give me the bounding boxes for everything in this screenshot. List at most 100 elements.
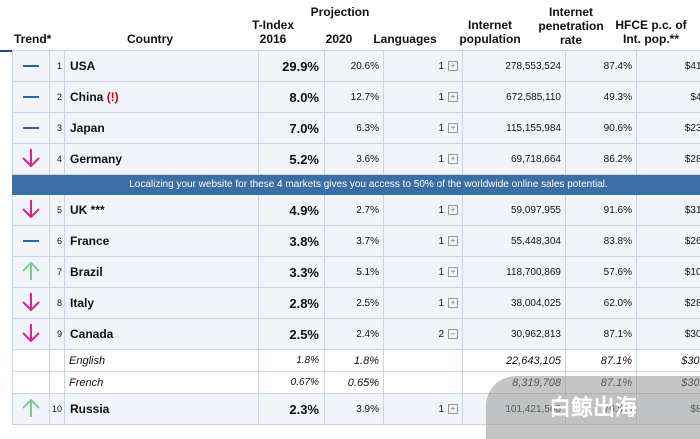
languages-count: 1 <box>438 122 444 134</box>
tindex-cell: 2.3% <box>258 393 325 425</box>
languages-count: 1 <box>438 153 444 165</box>
trend-cell <box>12 371 50 394</box>
tindex-cell: 8.0% <box>258 81 325 113</box>
plus-icon[interactable]: + <box>448 235 458 246</box>
projection-cell: 5.1% <box>324 256 384 288</box>
market-table: 1USA29.9%20.6%1+278,553,52487.4%$41,2172… <box>12 50 700 425</box>
country-cell: Germany <box>64 143 259 175</box>
plus-icon[interactable]: + <box>448 91 458 102</box>
projection-cell: 2.4% <box>324 318 384 350</box>
penetration-cell: 62.0% <box>565 287 637 319</box>
up-arrow-icon <box>21 261 41 284</box>
population-cell: 115,155,984 <box>462 112 566 144</box>
penetration-cell: 91.6% <box>565 194 637 226</box>
plus-icon[interactable]: + <box>448 60 458 71</box>
country-cell: Russia <box>64 393 259 425</box>
header-projection: Projection <box>310 5 370 19</box>
country-name: France <box>70 234 110 248</box>
projection-cell: 0.65% <box>324 371 384 394</box>
population-cell: 278,553,524 <box>462 50 566 82</box>
population-cell: 55,448,304 <box>462 225 566 257</box>
tindex-cell: 2.8% <box>258 287 325 319</box>
rank-cell: 7 <box>49 256 65 288</box>
country-name: Germany <box>70 152 123 166</box>
languages-cell: 1 + <box>383 393 463 425</box>
hfce-cell: $31,706 <box>636 194 700 226</box>
language-cell: English <box>64 349 259 372</box>
penetration-cell: 90.6% <box>565 112 637 144</box>
languages-count: 1 <box>438 403 444 415</box>
flat-trend-icon <box>22 59 40 73</box>
languages-cell: 1 + <box>383 143 463 175</box>
languages-cell: 1 + <box>383 112 463 144</box>
trend-cell <box>12 50 50 82</box>
trend-cell <box>12 81 50 113</box>
plus-icon[interactable]: + <box>448 266 458 277</box>
rank-cell: 10 <box>49 393 65 425</box>
header-country: Country <box>127 32 173 46</box>
tindex-cell: 3.8% <box>258 225 325 257</box>
tindex-cell: 3.3% <box>258 256 325 288</box>
projection-cell: 2.7% <box>324 194 384 226</box>
country-cell: China (!) <box>64 81 259 113</box>
trend-cell <box>12 256 50 288</box>
languages-count: 1 <box>438 60 444 72</box>
table-header: Trend* Country T-Index 2016 Projection 2… <box>0 0 700 52</box>
hfce-cell: $26,517 <box>636 225 700 257</box>
country-cell: France <box>64 225 259 257</box>
header-tindex-l1: T-Index <box>251 18 294 32</box>
penetration-cell: 87.1% <box>565 349 637 372</box>
header-hfce-l1: HFCE p.c. of <box>615 18 687 32</box>
tindex-cell: 4.9% <box>258 194 325 226</box>
rank-cell: 9 <box>49 318 65 350</box>
languages-count: 1 <box>438 91 444 103</box>
population-cell: 59,097,955 <box>462 194 566 226</box>
penetration-cell: 49.3% <box>565 81 637 113</box>
header-tindex-l2: 2016 <box>259 32 287 46</box>
country-name: Canada <box>70 327 114 341</box>
population-cell: 672,585,110 <box>462 81 566 113</box>
trend-cell <box>12 349 50 372</box>
plus-icon[interactable]: + <box>448 204 458 215</box>
penetration-cell: 87.4% <box>565 50 637 82</box>
population-cell: 30,962,813 <box>462 318 566 350</box>
tindex-cell: 2.5% <box>258 318 325 350</box>
header-population-l2: population <box>459 32 521 46</box>
penetration-cell: 83.8% <box>565 225 637 257</box>
tindex-cell: 1.8% <box>258 349 325 372</box>
flat-trend-icon <box>22 90 40 104</box>
rank-cell: 2 <box>49 81 65 113</box>
projection-cell: 20.6% <box>324 50 384 82</box>
minus-icon[interactable]: − <box>448 328 458 339</box>
plus-icon[interactable]: + <box>448 297 458 308</box>
country-name: Japan <box>70 121 105 135</box>
projection-cell: 1.8% <box>324 349 384 372</box>
header-tindex: T-Index 2016 <box>244 18 302 46</box>
country-name: UK *** <box>70 203 105 217</box>
plus-icon[interactable]: + <box>448 122 458 133</box>
hfce-cell: $41,217 <box>636 50 700 82</box>
plus-icon[interactable]: + <box>448 153 458 164</box>
header-penetration-l2: penetration <box>538 19 604 33</box>
projection-cell: 6.3% <box>324 112 384 144</box>
languages-cell: 1 + <box>383 50 463 82</box>
languages-cell: 1 + <box>383 225 463 257</box>
rank-cell <box>49 349 65 372</box>
plus-icon[interactable]: + <box>448 403 458 414</box>
languages-count: 1 <box>438 297 444 309</box>
projection-cell: 3.9% <box>324 393 384 425</box>
up-arrow-icon <box>21 398 41 421</box>
tindex-cell: 7.0% <box>258 112 325 144</box>
languages-cell: 1 + <box>383 287 463 319</box>
hfce-cell: $10,820 <box>636 256 700 288</box>
banner-row: Localizing your website for these 4 mark… <box>12 174 700 195</box>
header-penetration: Internet penetration rate <box>536 5 606 47</box>
languages-count: 2 <box>438 328 444 340</box>
flat-trend-icon <box>22 234 40 248</box>
